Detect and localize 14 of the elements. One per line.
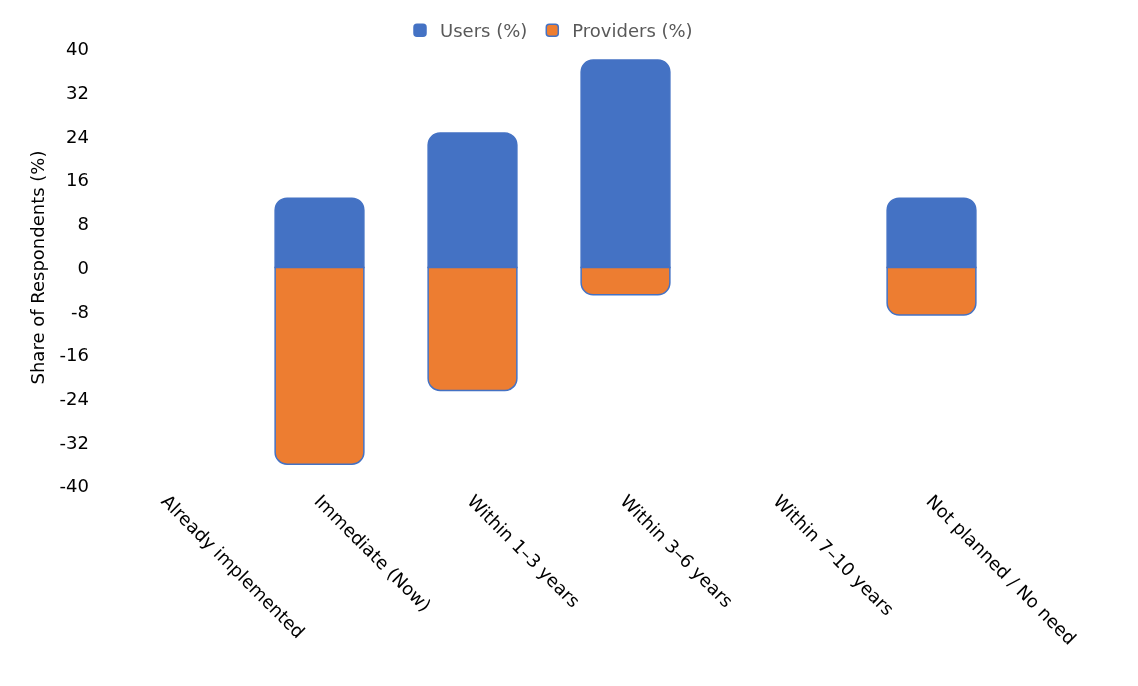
y-tick-label: -8 — [71, 300, 89, 322]
legend-label: Users (%) — [440, 20, 528, 42]
y-tick-label: -32 — [59, 431, 89, 453]
y-tick-label: 8 — [77, 213, 89, 235]
y-tick-label: -24 — [59, 387, 89, 409]
legend-label: Providers (%) — [572, 20, 693, 42]
y-tick-label: -16 — [59, 344, 89, 366]
y-tick-label: 40 — [66, 38, 89, 60]
y-tick-label: 0 — [77, 256, 89, 278]
y-tick-label: 16 — [66, 169, 89, 191]
y-tick-label: -40 — [59, 475, 89, 497]
y-tick-label: 24 — [66, 125, 89, 147]
y-axis-title: Share of Respondents (%) — [27, 150, 48, 385]
y-tick-label: 32 — [66, 82, 89, 103]
